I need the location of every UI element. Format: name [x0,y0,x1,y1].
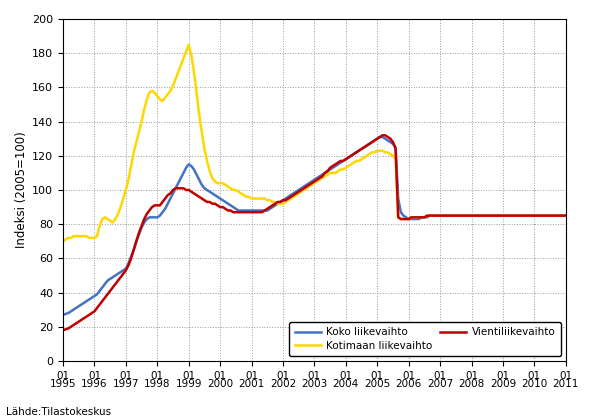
Kotimaan liikevaihto [177,63,184,68]
Line: Vientiliikevaihto: Vientiliikevaihto [63,135,566,330]
Kotimaan liikevaihto [59,239,67,244]
Koko liikevaihto [377,134,384,139]
Kotimaan liikevaihto [439,213,446,218]
Kotimaan liikevaihto [245,194,252,199]
Vientiliikevaihto [59,328,67,333]
Kotimaan liikevaihto [264,198,271,203]
Line: Koko liikevaihto: Koko liikevaihto [63,137,566,315]
Vientiliikevaihto [371,138,378,143]
Koko liikevaihto [563,213,570,218]
Koko liikevaihto [177,176,184,181]
Vientiliikevaihto [177,186,184,191]
Kotimaan liikevaihto [374,148,381,153]
Koko liikevaihto [439,213,446,218]
Text: Lähde:Tilastokeskus: Lähde:Tilastokeskus [6,407,111,417]
Legend: Koko liikevaihto, Kotimaan liikevaihto, Vientiliikevaihto: Koko liikevaihto, Kotimaan liikevaihto, … [289,322,561,356]
Koko liikevaihto [437,213,444,218]
Vientiliikevaihto [379,133,386,138]
Kotimaan liikevaihto [563,213,570,218]
Kotimaan liikevaihto [437,213,444,218]
Line: Kotimaan liikevaihto: Kotimaan liikevaihto [63,45,566,241]
Koko liikevaihto [59,312,67,317]
Koko liikevaihto [261,208,268,213]
Vientiliikevaihto [437,213,444,218]
Vientiliikevaihto [261,208,268,213]
Vientiliikevaihto [439,213,446,218]
Koko liikevaihto [243,208,250,213]
Y-axis label: Indeksi (2005=100): Indeksi (2005=100) [15,132,28,249]
Kotimaan liikevaihto [185,42,192,47]
Koko liikevaihto [371,138,378,143]
Vientiliikevaihto [563,213,570,218]
Vientiliikevaihto [243,210,250,215]
